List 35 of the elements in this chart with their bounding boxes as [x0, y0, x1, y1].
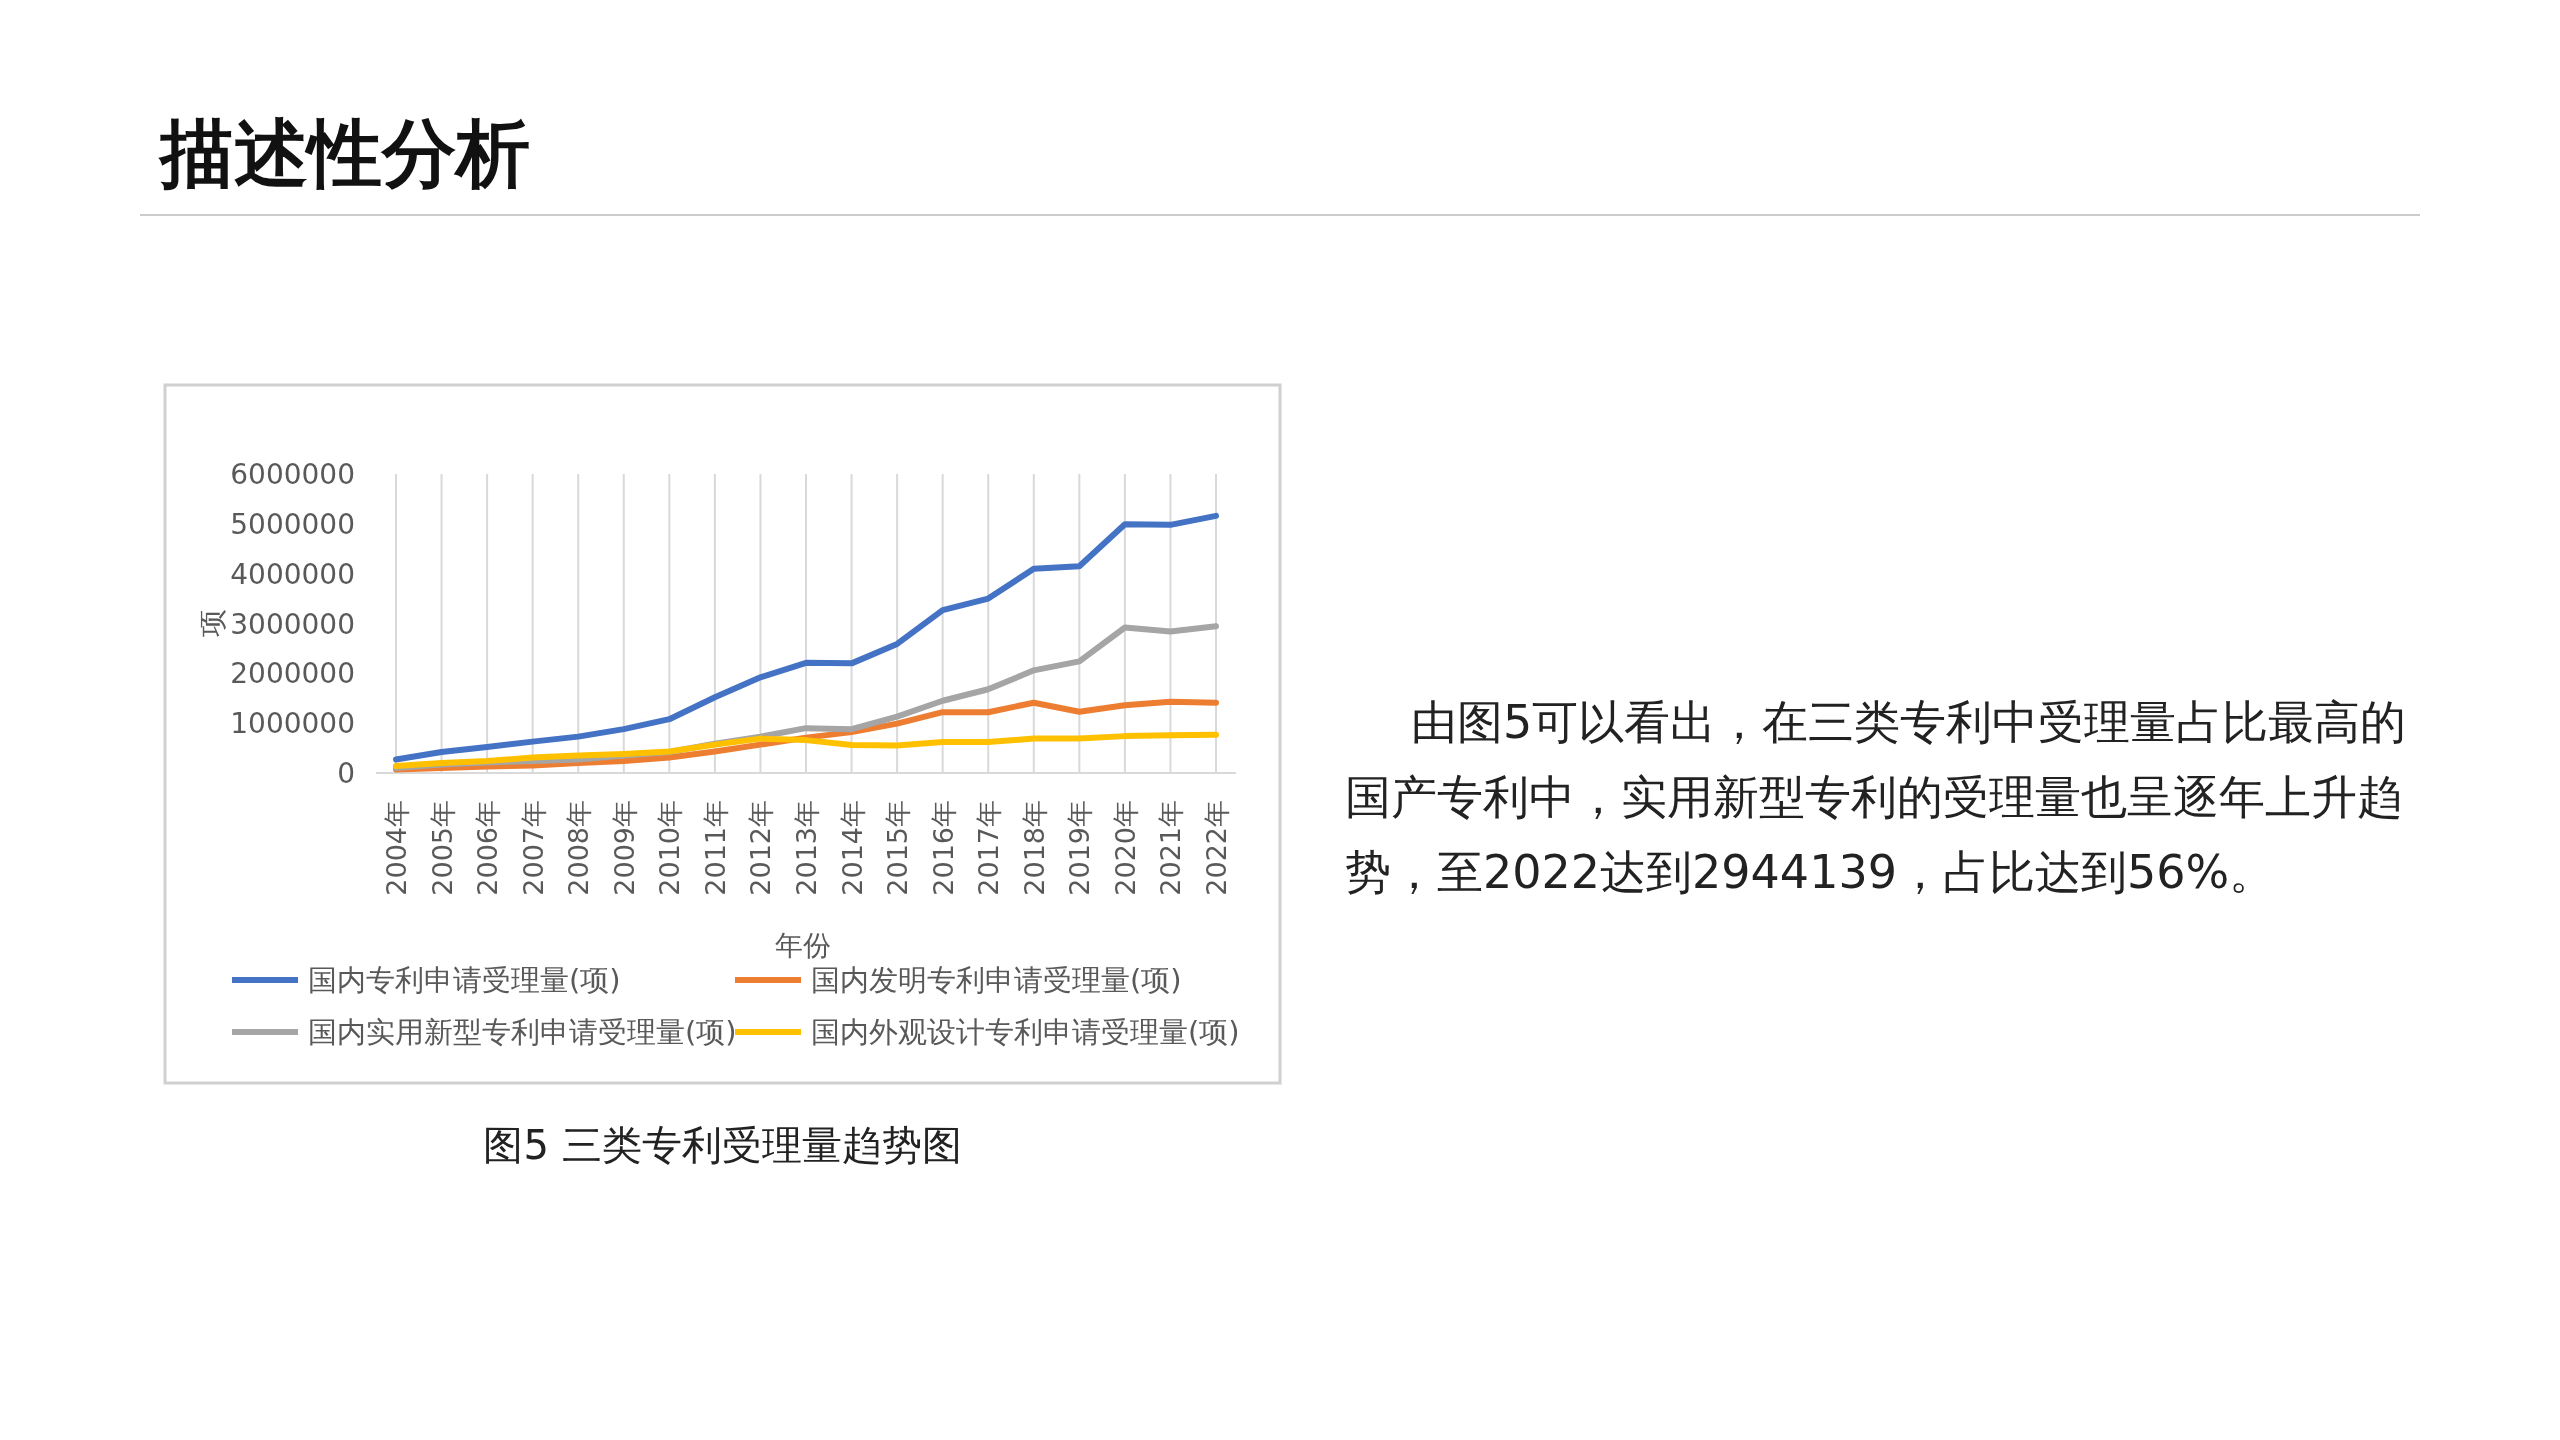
y-tick-label: 5000000 [230, 507, 355, 541]
x-tick-label: 2015年 [882, 800, 914, 896]
x-tick-label: 2004年 [381, 800, 412, 896]
x-tick-label: 2017年 [973, 800, 1005, 896]
legend-label: 国内外观设计专利申请受理量(项) [811, 1015, 1240, 1049]
caption: 图5 三类专利受理量趋势图 [482, 1121, 963, 1170]
x-tick-label: 2005年 [426, 800, 458, 896]
x-tick-label: 2012年 [745, 800, 777, 896]
x-tick-label: 2022年 [1201, 800, 1232, 896]
x-tick-label: 2018年 [1018, 800, 1050, 896]
y-tick-label: 0 [337, 757, 355, 790]
y-tick-label: 3000000 [230, 607, 355, 641]
x-tick-label: 2006年 [472, 800, 504, 896]
x-tick-label: 2021年 [1155, 800, 1187, 896]
x-axis-title: 年份 [775, 929, 831, 962]
y-tick-label: 6000000 [230, 458, 355, 491]
text: 由图5可以看出，在三类专利中受理量占比最高的国产专利中，实用新型专利的受理量也呈逐年上升趋势，至2022达到2944139，占比达到56%。 [1345, 694, 2408, 901]
legend-label: 国内实用新型专利申请受理量(项) [308, 1015, 737, 1049]
x-tick-label: 2020年 [1109, 800, 1141, 896]
x-tick-label: 2016年 [927, 800, 959, 896]
y-tick-label: 2000000 [230, 657, 355, 691]
legend-label: 国内专利申请受理量(项) [308, 963, 621, 997]
y-tick-label: 4000000 [230, 557, 355, 591]
x-tick-label: 2009年 [608, 800, 640, 896]
x-tick-label: 2019年 [1064, 800, 1096, 896]
x-tick-label: 2010年 [654, 800, 686, 896]
x-tick-label: 2011年 [699, 800, 731, 896]
x-tick-label: 2008年 [563, 800, 595, 896]
legend-label: 国内发明专利申请受理量(项) [811, 963, 1182, 997]
x-tick-label: 2013年 [791, 800, 822, 896]
x-tick-label: 2014年 [836, 800, 868, 896]
y-tick-label: 1000000 [230, 707, 355, 741]
y-axis-title: 项 [196, 609, 229, 637]
chart-title: 描述性分析 [160, 109, 530, 198]
x-tick-label: 2007年 [517, 800, 549, 896]
